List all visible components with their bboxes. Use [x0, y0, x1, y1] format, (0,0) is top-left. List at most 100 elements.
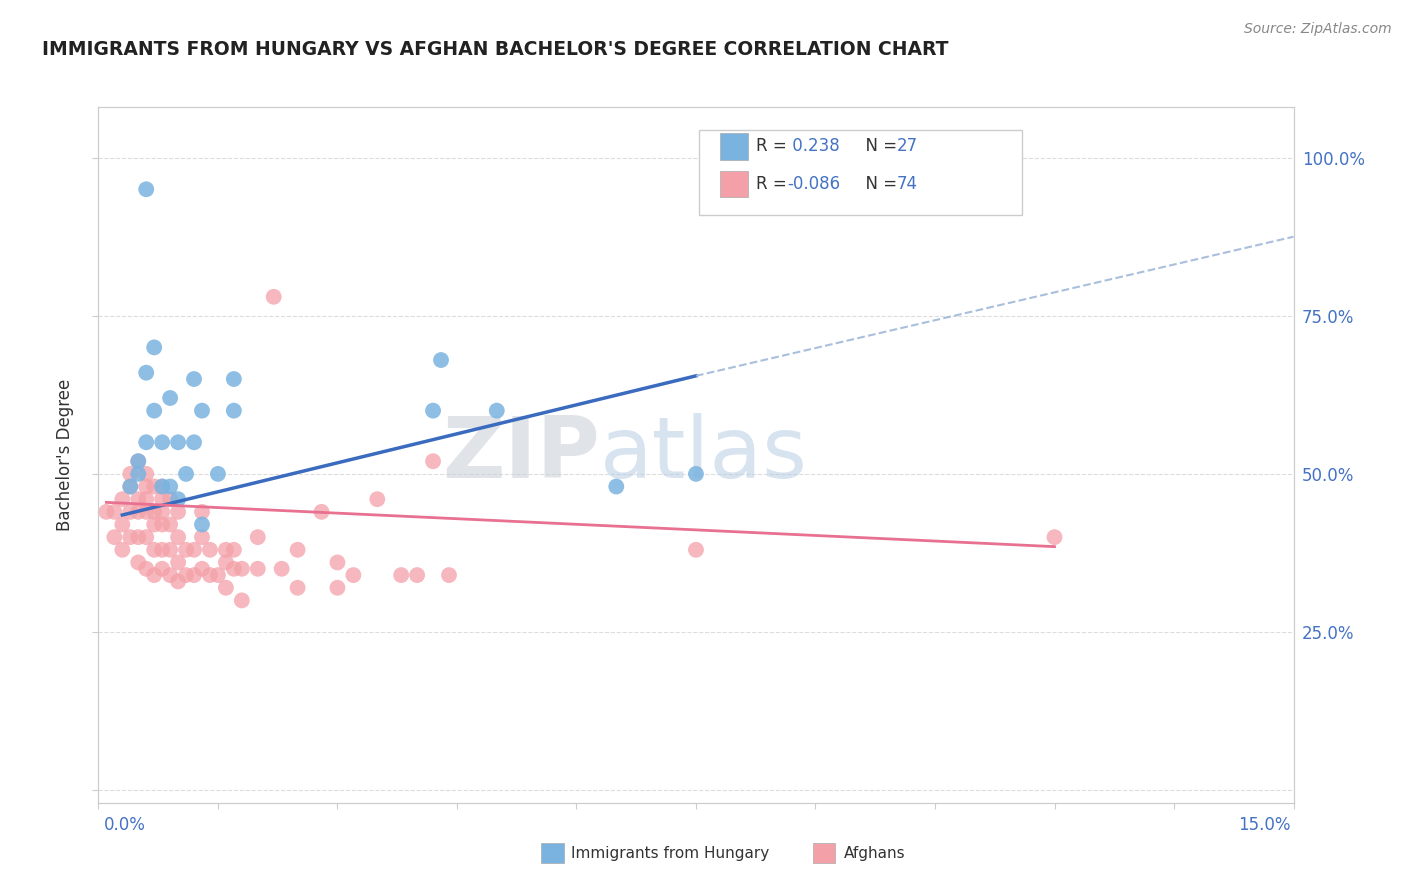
Text: R =: R = [756, 175, 793, 193]
Point [143, 517, 166, 532]
Point [183, 435, 205, 450]
Point [143, 403, 166, 417]
Point [143, 505, 166, 519]
Point [198, 542, 221, 557]
Point [159, 517, 181, 532]
Point [222, 403, 245, 417]
Text: -0.086: -0.086 [787, 175, 841, 193]
Point [167, 505, 190, 519]
Point [135, 182, 157, 196]
Point [127, 556, 149, 570]
Point [103, 505, 125, 519]
Point [127, 505, 149, 519]
Point [167, 530, 190, 544]
Point [111, 542, 134, 557]
Point [120, 479, 142, 493]
Point [159, 391, 181, 405]
Point [215, 556, 238, 570]
Point [120, 505, 142, 519]
Point [174, 542, 197, 557]
Text: N =: N = [855, 175, 903, 193]
Point [342, 568, 364, 582]
Point [406, 568, 429, 582]
Point [159, 492, 181, 507]
Point [150, 479, 173, 493]
Point [183, 568, 205, 582]
Point [135, 366, 157, 380]
Point [167, 492, 190, 507]
Point [120, 479, 142, 493]
Point [215, 542, 238, 557]
Point [287, 542, 309, 557]
Point [430, 353, 453, 368]
Point [135, 467, 157, 481]
Point [207, 467, 229, 481]
Point [191, 517, 214, 532]
Point [135, 435, 157, 450]
Point [389, 568, 412, 582]
Point [198, 568, 221, 582]
Text: 74: 74 [897, 175, 918, 193]
Point [422, 403, 444, 417]
Point [120, 530, 142, 544]
Point [150, 479, 173, 493]
Point [150, 542, 173, 557]
Point [263, 290, 285, 304]
Point [167, 556, 190, 570]
Text: IMMIGRANTS FROM HUNGARY VS AFGHAN BACHELOR'S DEGREE CORRELATION CHART: IMMIGRANTS FROM HUNGARY VS AFGHAN BACHEL… [42, 40, 949, 59]
Point [366, 492, 388, 507]
Point [143, 340, 166, 354]
Point [159, 542, 181, 557]
Point [183, 542, 205, 557]
Y-axis label: Bachelor's Degree: Bachelor's Degree [56, 379, 75, 531]
Point [150, 517, 173, 532]
Point [111, 492, 134, 507]
Point [326, 581, 349, 595]
Point [159, 568, 181, 582]
Text: 0.238: 0.238 [787, 137, 841, 155]
Point [150, 505, 173, 519]
Point [135, 505, 157, 519]
Point [127, 467, 149, 481]
Point [231, 562, 253, 576]
Point [135, 492, 157, 507]
Point [191, 530, 214, 544]
Point [135, 479, 157, 493]
Text: Immigrants from Hungary: Immigrants from Hungary [571, 847, 769, 861]
Point [150, 562, 173, 576]
Point [191, 403, 214, 417]
Text: N =: N = [855, 137, 903, 155]
Point [135, 562, 157, 576]
Point [326, 556, 349, 570]
Point [311, 505, 333, 519]
Point [127, 454, 149, 468]
Point [207, 568, 229, 582]
Point [111, 517, 134, 532]
Point [485, 403, 508, 417]
Point [191, 562, 214, 576]
Point [120, 467, 142, 481]
Point [605, 479, 627, 493]
Text: R =: R = [756, 137, 793, 155]
Point [174, 467, 197, 481]
Point [1043, 530, 1066, 544]
Point [96, 505, 118, 519]
Text: 27: 27 [897, 137, 918, 155]
Point [127, 530, 149, 544]
Point [222, 542, 245, 557]
Point [150, 492, 173, 507]
Text: 0.0%: 0.0% [104, 816, 146, 834]
Point [246, 562, 269, 576]
Point [143, 479, 166, 493]
Point [215, 581, 238, 595]
Text: Source: ZipAtlas.com: Source: ZipAtlas.com [1244, 22, 1392, 37]
Point [127, 454, 149, 468]
Text: ZIP: ZIP [443, 413, 600, 497]
Point [167, 435, 190, 450]
Point [222, 372, 245, 386]
Point [287, 581, 309, 595]
Point [222, 562, 245, 576]
Point [150, 435, 173, 450]
Point [127, 492, 149, 507]
Point [685, 542, 707, 557]
